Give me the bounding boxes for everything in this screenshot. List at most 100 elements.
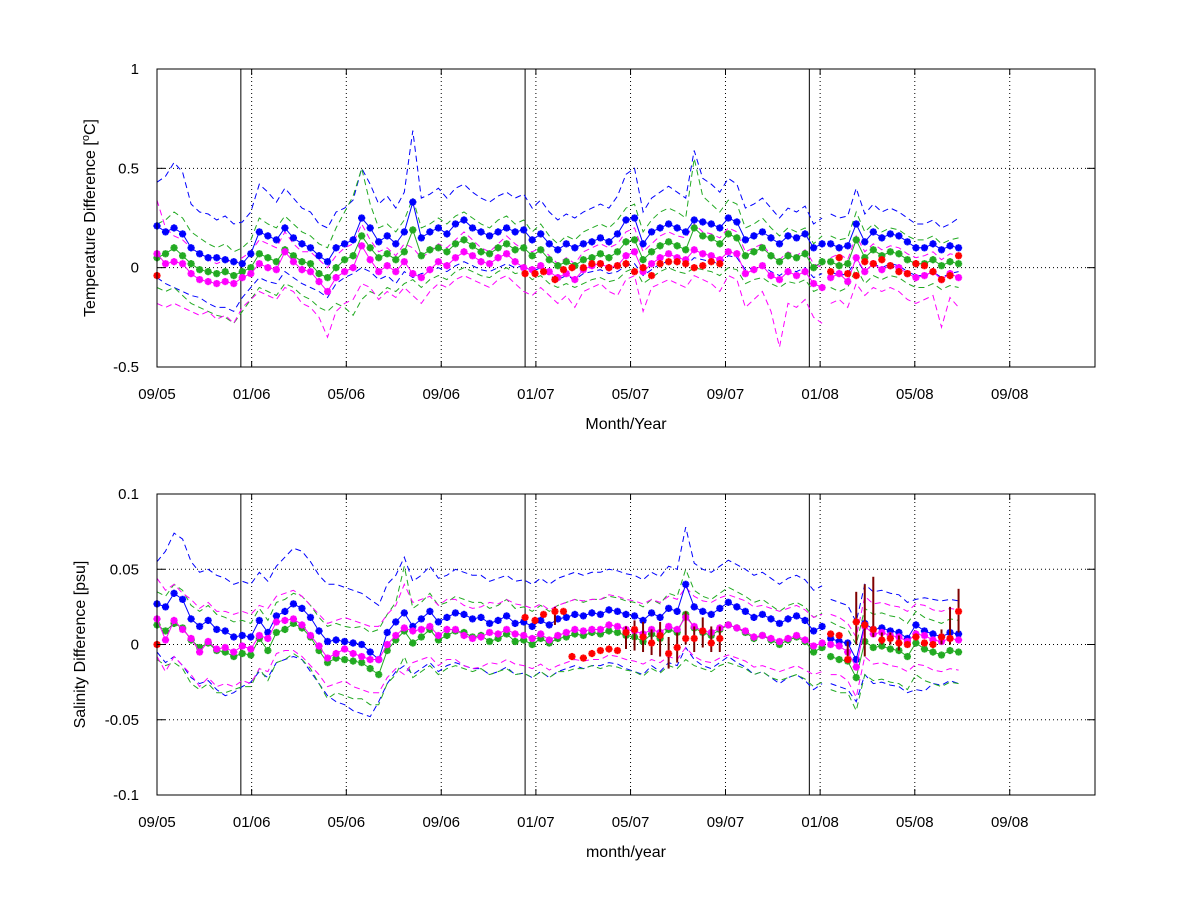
data-point	[187, 615, 195, 623]
data-point	[545, 621, 553, 629]
data-point	[477, 248, 485, 256]
data-point	[835, 655, 843, 664]
x-tick-label: 09/07	[707, 814, 745, 831]
data-point	[528, 252, 536, 260]
data-point	[741, 252, 749, 260]
data-point	[545, 240, 553, 248]
data-point	[810, 648, 818, 656]
temperature-x-axis-label: Month/Year	[585, 416, 667, 433]
data-point	[630, 268, 639, 276]
data-point	[568, 652, 576, 661]
data-point	[341, 645, 349, 653]
data-point	[656, 260, 664, 268]
data-point	[775, 619, 784, 628]
data-point	[400, 228, 408, 236]
data-point	[383, 646, 391, 655]
data-point	[503, 224, 511, 232]
salinity-ticks: 09/05 01/06 05/06 09/06 01/07 05/07 09/07 01/08…	[105, 486, 1095, 831]
data-point	[818, 258, 826, 266]
data-point	[571, 625, 579, 634]
data-point	[673, 625, 681, 634]
data-point	[477, 258, 485, 266]
data-point	[699, 218, 707, 226]
data-point	[758, 228, 767, 236]
data-point	[460, 236, 468, 244]
data-point	[861, 621, 869, 629]
temperature-series-1-solid-marker	[153, 224, 963, 282]
data-point	[878, 256, 886, 264]
data-point	[613, 628, 622, 637]
x-tick-label: 05/06	[328, 814, 366, 831]
salinity-x-axis-label: month/year	[586, 844, 667, 861]
data-point	[178, 260, 187, 268]
data-point	[912, 621, 920, 629]
data-point	[349, 252, 357, 260]
data-point	[784, 634, 792, 643]
data-point	[733, 624, 741, 632]
data-point	[417, 625, 425, 634]
data-point	[810, 627, 818, 635]
data-point	[315, 277, 323, 286]
series-line	[156, 526, 959, 624]
data-point	[409, 627, 417, 635]
data-point	[460, 248, 468, 256]
data-point	[375, 268, 383, 276]
series-line	[156, 646, 959, 699]
data-point	[392, 268, 400, 276]
data-point	[255, 616, 263, 625]
data-point	[835, 244, 843, 252]
data-point	[485, 250, 494, 258]
data-point	[341, 240, 349, 248]
data-point	[665, 250, 673, 258]
data-point	[827, 652, 835, 661]
data-point	[178, 595, 187, 603]
data-point	[767, 272, 775, 280]
data-point	[596, 234, 605, 242]
series-line	[156, 158, 959, 253]
data-point	[835, 631, 843, 640]
salinity-panel: 09/05 01/06 05/06 09/06 01/07 05/07 09/07 01/08…	[72, 486, 1096, 861]
data-point	[588, 625, 596, 634]
data-point	[539, 268, 548, 276]
data-point	[613, 607, 622, 615]
data-point	[724, 214, 732, 222]
data-point	[639, 633, 647, 641]
data-point	[323, 637, 332, 646]
data-point	[161, 627, 170, 635]
data-point	[170, 589, 178, 597]
data-point	[622, 216, 630, 224]
data-point	[784, 252, 792, 260]
salinity-series-5-dashed	[156, 526, 959, 624]
data-point	[784, 615, 792, 623]
data-point	[656, 254, 664, 262]
data-point	[835, 254, 843, 262]
data-point	[707, 639, 715, 647]
data-point	[810, 642, 818, 650]
y-tick-label: -0.1	[113, 787, 139, 804]
data-point	[417, 633, 425, 641]
data-point	[554, 631, 562, 640]
data-point	[852, 663, 860, 671]
x-tick-label: 09/08	[991, 814, 1029, 831]
data-point	[784, 268, 792, 276]
data-point	[349, 236, 357, 244]
data-point	[230, 633, 238, 641]
data-point	[579, 256, 587, 264]
data-point	[690, 634, 698, 643]
data-point	[758, 262, 767, 270]
temperature-series-0-solid-marker	[153, 198, 963, 268]
data-point	[665, 220, 673, 228]
data-point	[485, 637, 494, 646]
data-point	[954, 630, 963, 638]
data-point	[281, 248, 289, 256]
x-tick-label: 05/08	[896, 814, 934, 831]
data-point	[537, 246, 545, 254]
data-point	[170, 258, 178, 266]
data-point	[315, 252, 323, 260]
data-point	[213, 270, 221, 278]
data-point	[741, 270, 749, 278]
data-point	[281, 616, 289, 625]
data-point	[895, 268, 903, 276]
data-point	[559, 266, 568, 274]
salinity-series-4-errorbar	[553, 576, 960, 669]
